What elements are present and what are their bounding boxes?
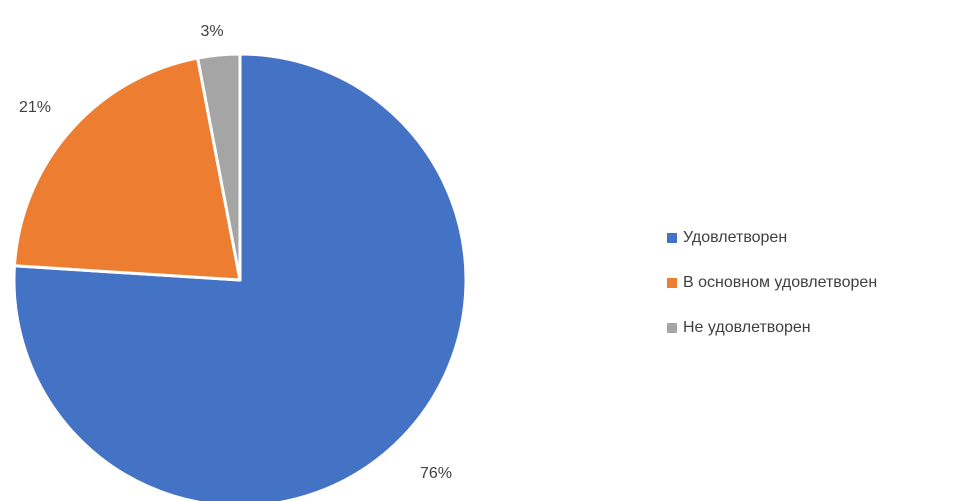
chart-legend: Удовлетворен В основном удовлетворен Не …	[667, 226, 952, 361]
legend-label-mostly-satisfied: В основном удовлетворен	[683, 273, 878, 291]
pie-slice-satisfied	[12, 52, 468, 501]
data-label-satisfied: 76%	[420, 465, 452, 482]
legend-label-satisfied: Удовлетворен	[683, 228, 788, 246]
legend-label-not-satisfied: Не удовлетворен	[683, 318, 811, 336]
legend-item-mostly-satisfied: В основном удовлетворен	[667, 271, 952, 294]
pie-slice-mostly-satisfied	[12, 56, 242, 282]
pie-slice-not-satisfied	[196, 52, 242, 282]
legend-swatch-mostly-satisfied	[667, 277, 677, 288]
data-label-mostly-satisfied: 21%	[19, 99, 51, 116]
legend-swatch-satisfied	[667, 232, 677, 243]
legend-item-satisfied: Удовлетворен	[667, 226, 952, 249]
legend-swatch-not-satisfied	[667, 322, 677, 333]
data-label-not-satisfied: 3%	[200, 23, 223, 40]
legend-item-not-satisfied: Не удовлетворен	[667, 316, 952, 339]
